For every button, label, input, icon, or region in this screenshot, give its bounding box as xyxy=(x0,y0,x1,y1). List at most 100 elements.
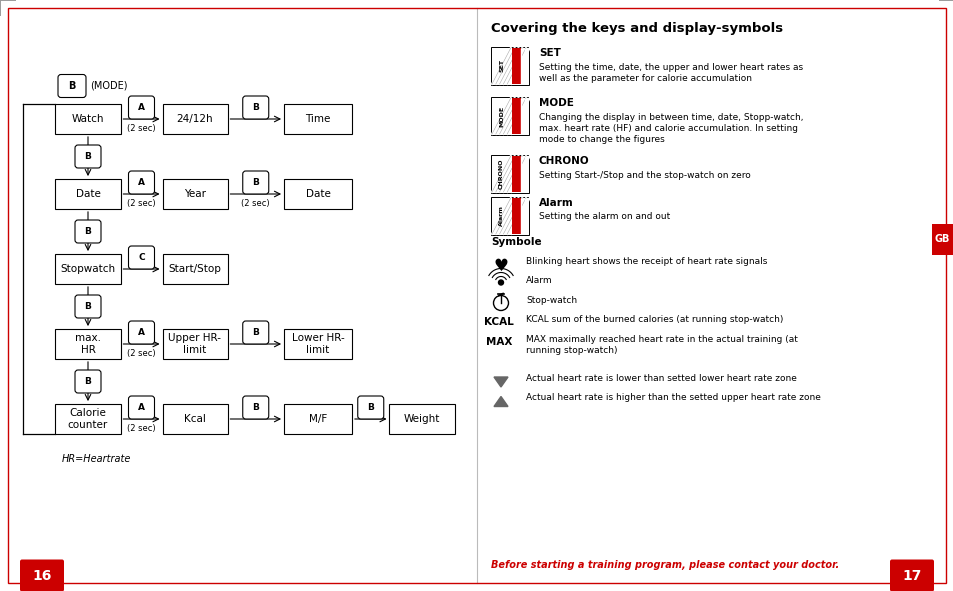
FancyBboxPatch shape xyxy=(75,295,101,318)
Text: KCAL: KCAL xyxy=(483,317,514,327)
Text: SET: SET xyxy=(538,48,560,58)
Text: Watch: Watch xyxy=(71,114,104,124)
Text: Alarm: Alarm xyxy=(498,206,503,226)
FancyBboxPatch shape xyxy=(284,104,352,134)
Text: (MODE): (MODE) xyxy=(90,81,128,91)
Text: B: B xyxy=(85,377,91,386)
Text: Actual heart rate is higher than the setted upper heart rate zone: Actual heart rate is higher than the set… xyxy=(525,394,820,402)
Text: B: B xyxy=(367,403,374,412)
FancyBboxPatch shape xyxy=(55,329,120,359)
Text: KCAL sum of the burned calories (at running stop-watch): KCAL sum of the burned calories (at runn… xyxy=(525,316,782,324)
Polygon shape xyxy=(494,377,507,387)
FancyBboxPatch shape xyxy=(129,96,154,119)
Bar xyxy=(491,97,529,135)
FancyBboxPatch shape xyxy=(129,321,154,344)
Text: (2 sec): (2 sec) xyxy=(127,199,155,208)
FancyBboxPatch shape xyxy=(55,254,120,284)
Text: B: B xyxy=(85,302,91,311)
Text: Date: Date xyxy=(75,189,100,199)
Text: MAX maximally reached heart rate in the actual training (at
running stop-watch): MAX maximally reached heart rate in the … xyxy=(525,335,797,355)
Text: A: A xyxy=(138,328,145,337)
Text: GB: GB xyxy=(934,235,949,244)
FancyBboxPatch shape xyxy=(58,74,86,98)
Circle shape xyxy=(498,280,503,285)
FancyBboxPatch shape xyxy=(20,560,64,591)
FancyBboxPatch shape xyxy=(162,254,227,284)
Text: HR=Heartrate: HR=Heartrate xyxy=(62,454,132,464)
Text: Covering the keys and display-symbols: Covering the keys and display-symbols xyxy=(491,22,782,35)
Text: B: B xyxy=(252,328,259,337)
Text: MODE: MODE xyxy=(498,105,503,126)
Text: 17: 17 xyxy=(902,569,921,583)
FancyBboxPatch shape xyxy=(75,370,101,393)
Bar xyxy=(512,98,520,134)
Text: B: B xyxy=(85,227,91,236)
FancyBboxPatch shape xyxy=(889,560,933,591)
FancyBboxPatch shape xyxy=(162,104,227,134)
FancyBboxPatch shape xyxy=(55,104,120,134)
Text: B: B xyxy=(85,152,91,161)
Text: Setting Start-/Stop and the stop-watch on zero: Setting Start-/Stop and the stop-watch o… xyxy=(538,170,750,180)
Text: A: A xyxy=(138,178,145,187)
Text: Lower HR-
limit: Lower HR- limit xyxy=(292,333,344,355)
FancyBboxPatch shape xyxy=(242,396,269,419)
Text: Changing the display in between time, date, Stopp-watch,
max. heart rate (HF) an: Changing the display in between time, da… xyxy=(538,112,802,144)
Text: Kcal: Kcal xyxy=(184,414,206,424)
FancyBboxPatch shape xyxy=(162,329,227,359)
Text: C: C xyxy=(138,253,145,262)
Text: Start/Stop: Start/Stop xyxy=(169,264,221,274)
Text: Before starting a training program, please contact your doctor.: Before starting a training program, plea… xyxy=(491,560,839,570)
FancyBboxPatch shape xyxy=(129,246,154,269)
Text: 24/12h: 24/12h xyxy=(176,114,213,124)
Bar xyxy=(491,197,529,235)
Bar xyxy=(491,155,529,193)
Text: Setting the time, date, the upper and lower heart rates as
well as the parameter: Setting the time, date, the upper and lo… xyxy=(538,63,802,83)
Text: Symbole: Symbole xyxy=(491,237,541,247)
Text: Alarm: Alarm xyxy=(538,198,573,208)
Text: Stop-watch: Stop-watch xyxy=(525,296,577,305)
Text: A: A xyxy=(138,403,145,412)
Bar xyxy=(491,47,529,85)
Text: Actual heart rate is lower than setted lower heart rate zone: Actual heart rate is lower than setted l… xyxy=(525,374,796,383)
Text: (2 sec): (2 sec) xyxy=(127,124,155,133)
FancyBboxPatch shape xyxy=(55,179,120,209)
FancyBboxPatch shape xyxy=(75,220,101,243)
Text: (2 sec): (2 sec) xyxy=(127,349,155,358)
Text: B: B xyxy=(252,403,259,412)
Text: Blinking heart shows the receipt of heart rate signals: Blinking heart shows the receipt of hear… xyxy=(525,257,766,266)
Text: (2 sec): (2 sec) xyxy=(127,424,155,433)
FancyBboxPatch shape xyxy=(162,404,227,434)
Text: Upper HR-
limit: Upper HR- limit xyxy=(169,333,221,355)
Text: SET: SET xyxy=(498,60,503,73)
FancyBboxPatch shape xyxy=(242,171,269,194)
Text: B: B xyxy=(252,178,259,187)
FancyBboxPatch shape xyxy=(284,329,352,359)
FancyBboxPatch shape xyxy=(242,321,269,344)
Text: (2 sec): (2 sec) xyxy=(241,199,270,208)
Text: M/F: M/F xyxy=(309,414,327,424)
FancyBboxPatch shape xyxy=(75,145,101,168)
Text: MODE: MODE xyxy=(538,98,574,108)
FancyBboxPatch shape xyxy=(55,404,120,434)
Bar xyxy=(512,48,520,84)
Text: CHRONO: CHRONO xyxy=(538,156,589,166)
FancyBboxPatch shape xyxy=(284,404,352,434)
Text: CHRONO: CHRONO xyxy=(498,159,503,189)
FancyBboxPatch shape xyxy=(389,404,454,434)
Polygon shape xyxy=(494,397,507,407)
Text: max.
HR: max. HR xyxy=(75,333,101,355)
FancyBboxPatch shape xyxy=(931,224,952,255)
Text: 16: 16 xyxy=(32,569,51,583)
Text: A: A xyxy=(138,103,145,112)
Text: MAX: MAX xyxy=(485,337,512,347)
Bar xyxy=(512,156,520,192)
Text: Time: Time xyxy=(305,114,331,124)
Text: ♥: ♥ xyxy=(493,257,508,275)
Bar xyxy=(512,198,520,234)
Text: B: B xyxy=(69,81,75,91)
Text: B: B xyxy=(252,103,259,112)
Text: Stopwatch: Stopwatch xyxy=(60,264,115,274)
FancyBboxPatch shape xyxy=(129,396,154,419)
Text: Calorie
counter: Calorie counter xyxy=(68,408,108,430)
FancyBboxPatch shape xyxy=(357,396,383,419)
